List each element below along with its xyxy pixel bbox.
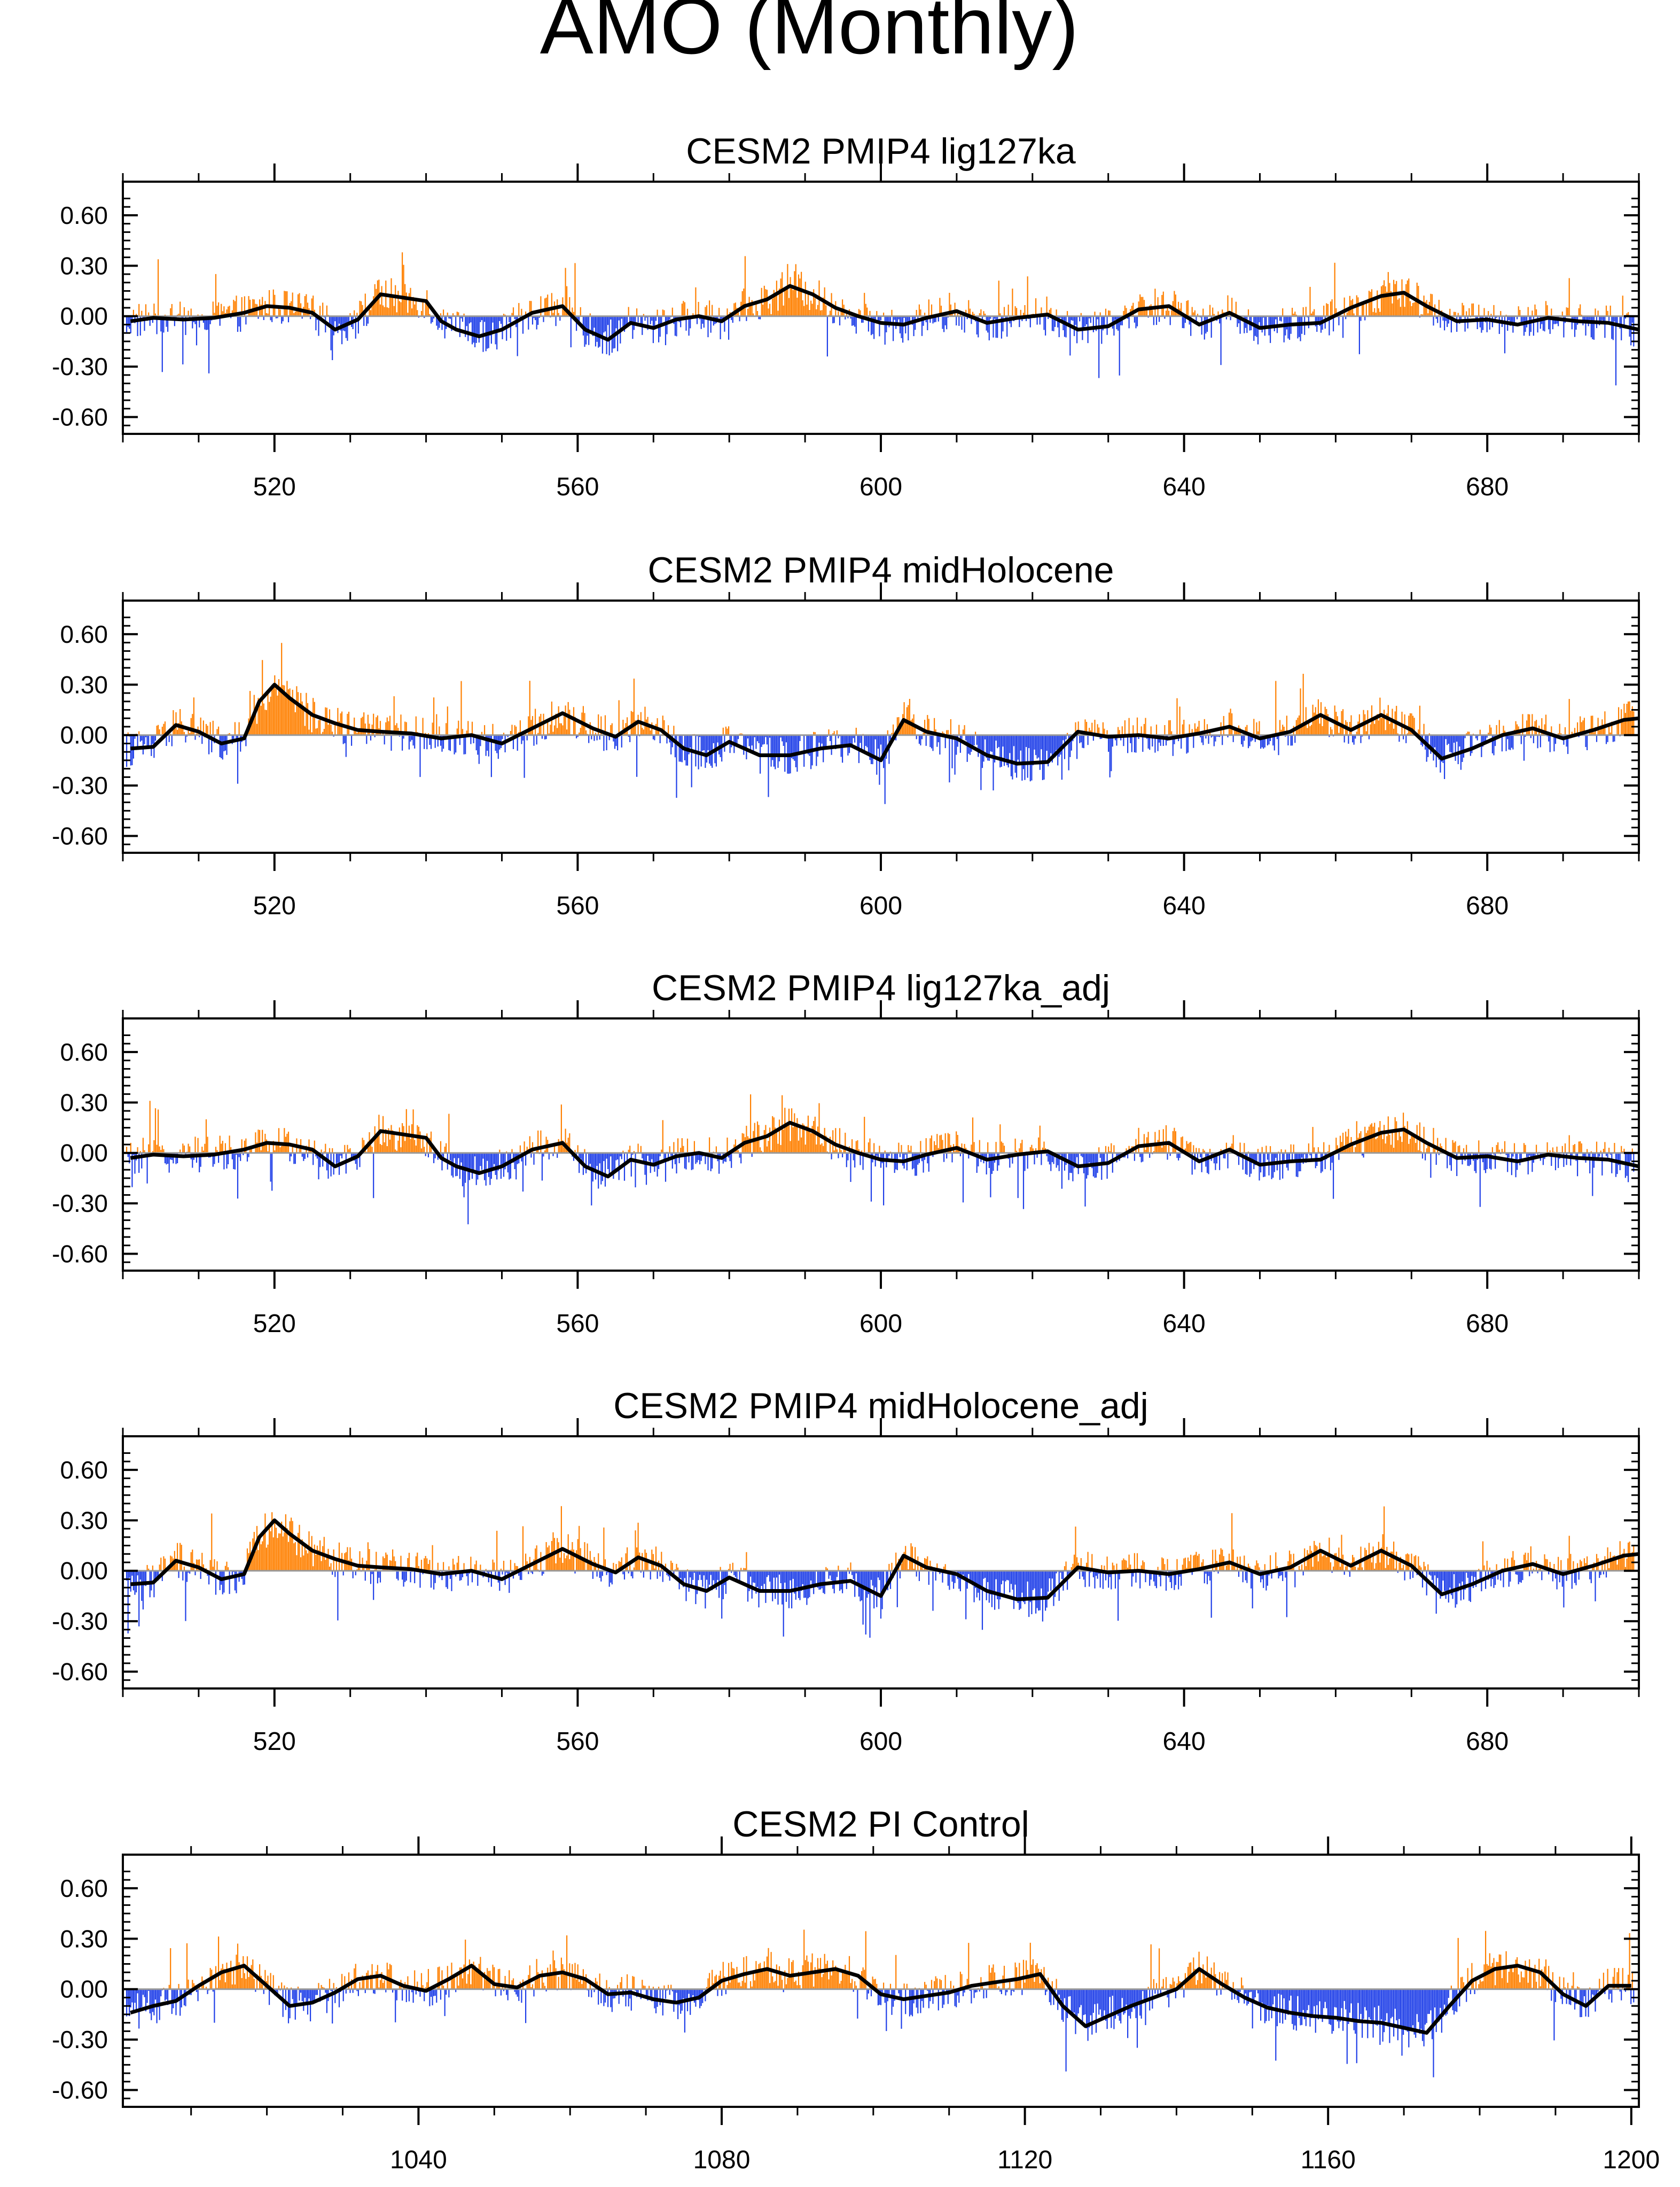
panel-4: CESM2 PMIP4 midHolocene_adj0.600.300.00-… (52, 1386, 1640, 1756)
panel-1: CESM2 PMIP4 lig127ka0.600.300.00-0.30-0.… (52, 131, 1640, 501)
y-tick-label: 0.60 (60, 1038, 108, 1066)
x-tick-label: 600 (859, 473, 902, 501)
smoothed-line (130, 682, 1639, 766)
y-tick-label: -0.60 (52, 1240, 108, 1268)
x-tick-label: 520 (253, 1727, 296, 1756)
x-tick-label: 600 (859, 1310, 902, 1338)
y-tick-label: -0.30 (52, 1607, 108, 1635)
y-tick-label: 0.00 (60, 721, 108, 749)
y-tick-label: 0.00 (60, 1557, 108, 1585)
panel-5: CESM2 PI Control0.600.300.00-0.30-0.6010… (52, 1804, 1660, 2174)
x-tick-label: 560 (556, 473, 599, 501)
smoothed-line (130, 1120, 1639, 1179)
y-tick-label: -0.30 (52, 353, 108, 380)
x-tick-label: 640 (1163, 1310, 1206, 1338)
x-tick-label: 520 (253, 473, 296, 501)
x-tick-label: 520 (253, 892, 296, 920)
x-tick-label: 600 (859, 1727, 902, 1756)
panel-2: CESM2 PMIP4 midHolocene0.600.300.00-0.30… (52, 550, 1640, 920)
x-tick-label: 560 (556, 1310, 599, 1338)
monthly-bars (126, 1506, 1635, 1638)
x-tick-label: 680 (1466, 473, 1509, 501)
y-tick-label: 0.30 (60, 1088, 108, 1116)
monthly-bars (126, 1929, 1635, 2077)
x-tick-label: 640 (1163, 473, 1206, 501)
smoothed-line (130, 1518, 1639, 1601)
y-tick-label: -0.30 (52, 1189, 108, 1217)
monthly-bars (126, 252, 1635, 386)
x-tick-label: 560 (556, 1727, 599, 1756)
x-tick-label: 600 (859, 892, 902, 920)
y-tick-label: 0.30 (60, 1506, 108, 1534)
y-tick-label: 0.00 (60, 302, 108, 330)
y-tick-label: -0.30 (52, 772, 108, 799)
x-tick-label: 560 (556, 892, 599, 920)
x-tick-label: 640 (1163, 1727, 1206, 1756)
smoothed-line (130, 284, 1639, 342)
y-tick-label: 0.30 (60, 252, 108, 279)
y-tick-label: 0.30 (60, 671, 108, 698)
y-tick-label: -0.60 (52, 1658, 108, 1686)
y-tick-label: 0.00 (60, 1139, 108, 1167)
figure-title: AMO (Monthly) (540, 0, 1079, 71)
x-tick-label: 640 (1163, 892, 1206, 920)
y-tick-label: -0.60 (52, 403, 108, 431)
x-tick-label: 520 (253, 1310, 296, 1338)
panel-3: CESM2 PMIP4 lig127ka_adj0.600.300.00-0.3… (52, 968, 1640, 1338)
y-tick-label: 0.60 (60, 1456, 108, 1484)
y-tick-label: 0.60 (60, 620, 108, 648)
x-tick-label: 680 (1466, 1310, 1509, 1338)
panel-title: CESM2 PI Control (732, 1804, 1029, 1844)
x-tick-label: 680 (1466, 892, 1509, 920)
y-tick-label: -0.60 (52, 822, 108, 850)
y-tick-label: 0.60 (60, 201, 108, 229)
panels: CESM2 PMIP4 lig127ka0.600.300.00-0.30-0.… (52, 131, 1660, 2174)
x-tick-label: 680 (1466, 1727, 1509, 1756)
monthly-bars (126, 643, 1635, 804)
